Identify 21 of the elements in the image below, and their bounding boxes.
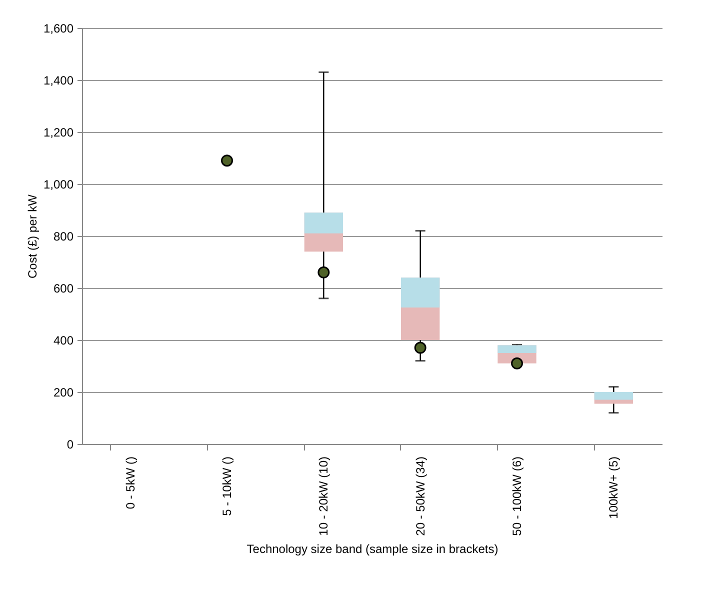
y-tick-label: 600 [53,282,74,296]
y-tick-label: 0 [66,438,74,452]
y-tick-label: 1,400 [43,74,74,88]
y-tick-label: 1,600 [43,22,74,36]
point [318,266,330,278]
point [221,154,233,167]
y-tick-label: 200 [53,386,74,400]
x-axis-title: Technology size band (sample size in brackets) [246,542,498,556]
x-tick-label: 10 - 20kW (10) [316,456,331,536]
y-tick-label: 1,000 [43,178,74,192]
x-tick-label: 0 - 5kW () [123,456,138,510]
y-tick-label: 800 [53,230,74,244]
x-tick-label: 50 - 100kW (6) [510,456,524,536]
x-tick-label: 5 - 10kW () [220,456,234,516]
y-tick-label: 400 [53,334,74,348]
x-tick-label: 20 - 50kW (34) [413,456,428,536]
point [511,357,523,370]
x-tick-label: 100kW+ (5) [606,456,621,519]
point [414,342,426,354]
y-axis-title: Cost (£) per kW [25,194,40,279]
y-tick-label: 1,200 [43,126,74,140]
